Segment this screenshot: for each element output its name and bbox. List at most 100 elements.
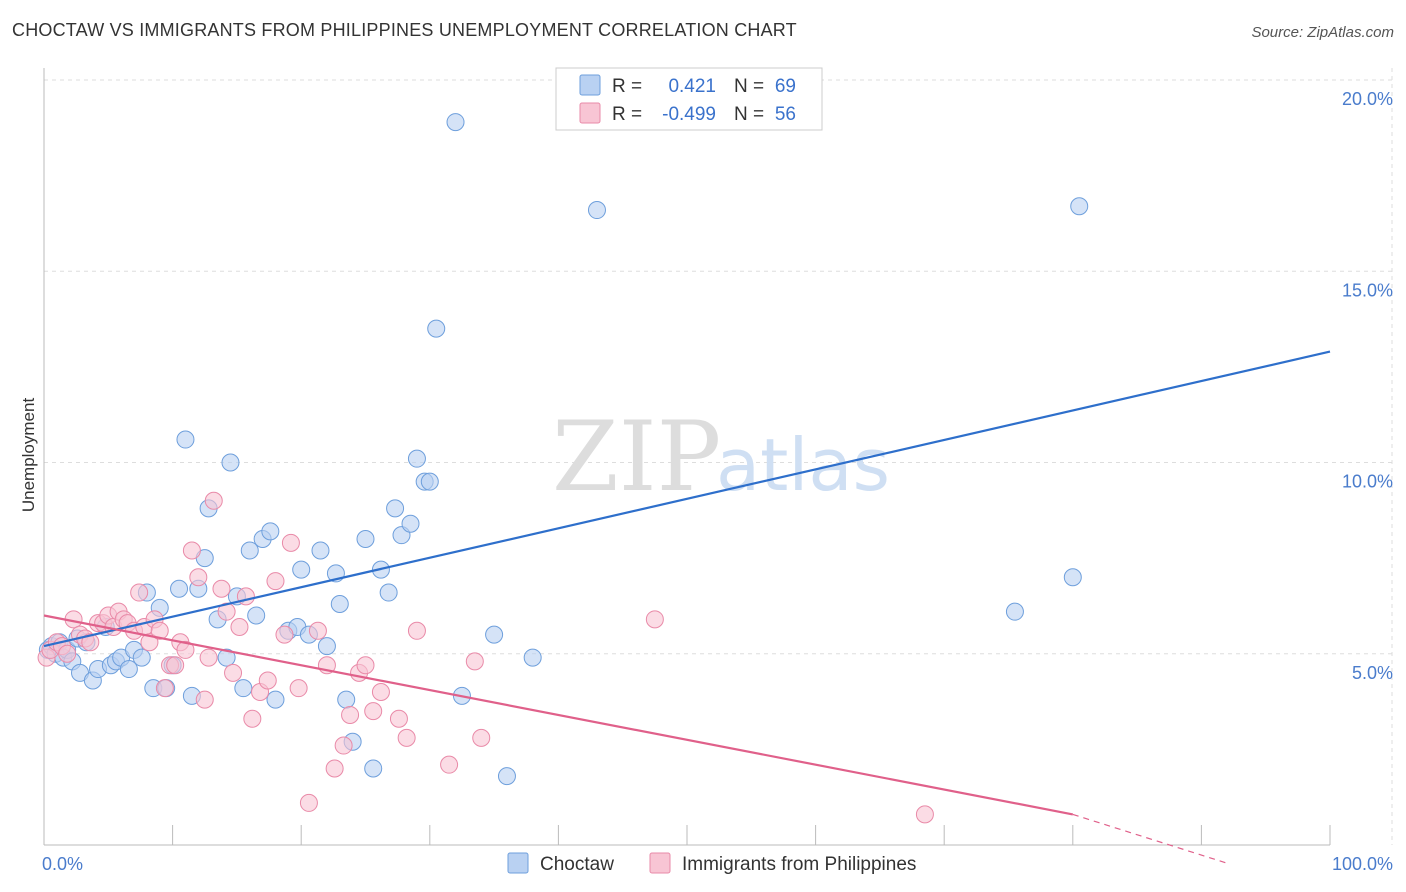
point-philippines-30 [199,648,218,667]
x-tick-label-min: 0.0% [42,854,83,874]
legend-top: R = 0.421 N = 69 R = -0.499 N = 56 [555,67,823,131]
point-philippines-51 [356,656,375,675]
point-philippines-19 [140,633,159,652]
legend-bottom-swatch-choctaw [507,852,529,874]
point-choctaw-45 [317,637,336,656]
point-philippines-42 [281,533,300,552]
y-tick-label-20: 20.0% [1342,89,1393,109]
point-philippines-37 [243,709,262,728]
point-philippines-34 [224,663,243,682]
point-choctaw-32 [221,453,240,472]
watermark-atlas: atlas [716,423,890,507]
point-philippines-32 [212,579,231,598]
trend-lines [43,350,1331,865]
trend-line-philippines [43,614,1074,816]
point-philippines-59 [472,728,491,747]
point-choctaw-18 [132,648,151,667]
legend-bottom-swatch-philippines [649,852,671,874]
chart-title: CHOCTAW VS IMMIGRANTS FROM PHILIPPINES U… [12,20,797,40]
point-choctaw-57 [407,449,426,468]
legend-bottom-label-choctaw: Choctaw [540,854,614,875]
point-philippines-45 [308,621,327,640]
point-philippines-17 [130,583,149,602]
point-choctaw-48 [337,690,356,709]
point-choctaw-64 [497,767,516,786]
point-philippines-47 [325,759,344,778]
point-choctaw-54 [386,499,405,518]
legend-r-label-choctaw: R = [612,76,642,97]
point-philippines-8 [81,633,100,652]
point-choctaw-63 [485,625,504,644]
point-philippines-58 [465,652,484,671]
point-philippines-55 [397,728,416,747]
point-choctaw-42 [292,560,311,579]
point-choctaw-61 [446,113,465,132]
point-choctaw-62 [427,319,446,338]
point-philippines-22 [155,679,174,698]
point-choctaw-50 [356,530,375,548]
grid-lines [44,68,1393,845]
point-choctaw-69 [1070,197,1089,216]
point-philippines-56 [407,621,426,640]
point-choctaw-65 [523,648,542,667]
point-choctaw-38 [261,522,280,541]
legend-r-label-philippines: R = [612,104,642,125]
point-philippines-29 [195,690,214,709]
point-choctaw-35 [240,541,259,560]
point-philippines-61 [915,805,934,824]
legend-swatch-philippines [579,102,601,124]
point-philippines-21 [150,621,169,640]
point-choctaw-44 [311,541,330,560]
point-philippines-49 [341,705,360,724]
point-philippines-35 [230,617,249,636]
point-philippines-60 [645,610,664,629]
point-philippines-40 [266,572,285,591]
point-choctaw-53 [379,583,398,602]
legend-swatch-choctaw [579,74,601,96]
legend-r-value-choctaw: 0.421 [668,76,716,97]
point-choctaw-51 [364,759,383,778]
x-tick-label-max: 100.0% [1332,854,1393,874]
point-philippines-44 [299,793,318,812]
y-axis-title: Unemployment [19,398,38,513]
point-choctaw-36 [247,606,266,625]
point-philippines-57 [440,755,459,774]
chart-source: Source: ZipAtlas.com [1251,24,1394,41]
point-choctaw-16 [119,660,138,679]
point-philippines-54 [389,709,408,728]
legend-n-value-philippines: 56 [775,104,796,125]
point-philippines-41 [275,625,294,644]
point-choctaw-68 [1063,568,1082,587]
point-choctaw-47 [330,595,349,614]
point-choctaw-39 [266,690,285,709]
watermark-zip: ZIP [552,401,721,513]
legend-n-label-choctaw: N = [734,76,764,97]
y-tick-label-15: 15.0% [1342,280,1393,300]
point-philippines-53 [371,683,390,701]
point-philippines-28 [189,568,208,587]
point-philippines-48 [334,736,353,755]
point-choctaw-59 [420,472,439,491]
point-philippines-24 [166,656,185,675]
point-choctaw-56 [401,514,420,533]
point-philippines-26 [176,640,195,659]
point-choctaw-34 [234,679,253,698]
point-philippines-4 [58,644,77,663]
point-philippines-52 [364,702,383,721]
series-philippines [37,491,934,824]
legend-r-value-philippines: -0.499 [662,104,716,125]
point-philippines-27 [182,541,201,560]
point-choctaw-67 [1005,602,1024,621]
trend-line-choctaw [43,350,1331,648]
legend-n-value-choctaw: 69 [775,76,796,97]
watermark: ZIP atlas [552,401,890,513]
trend-line-extension-philippines [1072,813,1231,865]
y-tick-label-10: 10.0% [1342,472,1393,492]
point-philippines-31 [204,491,223,510]
legend-bottom: Choctaw Immigrants from Philippines [507,852,916,875]
point-choctaw-66 [587,201,606,220]
tick-labels: 5.0% 10.0% 15.0% 20.0% 0.0% 100.0% [42,89,1393,874]
point-choctaw-24 [170,579,189,598]
point-choctaw-31 [217,648,236,667]
